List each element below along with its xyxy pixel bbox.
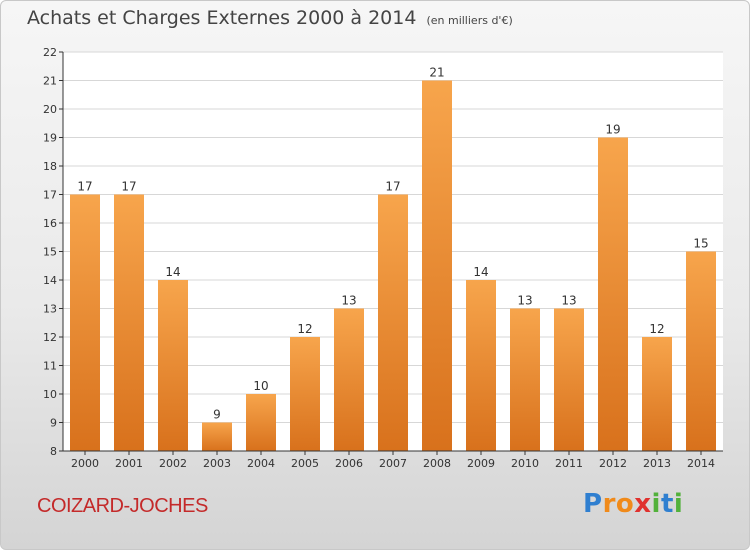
y-tick-label: 22 <box>43 46 57 59</box>
data-label: 13 <box>341 294 356 308</box>
data-label: 14 <box>165 265 180 279</box>
x-tick-label: 2013 <box>643 457 671 470</box>
y-tick-label: 19 <box>43 132 57 145</box>
chart-title-text: Achats et Charges Externes 2000 à 2014 <box>27 7 417 29</box>
bar <box>422 80 452 451</box>
bar <box>202 422 232 451</box>
x-tick-label: 2012 <box>599 457 627 470</box>
y-tick-label: 11 <box>43 360 57 373</box>
logo-letter: o <box>615 489 635 519</box>
x-tick-label: 2002 <box>159 457 187 470</box>
x-tick-label: 2003 <box>203 457 231 470</box>
bar <box>510 308 540 451</box>
y-tick-label: 21 <box>43 75 57 88</box>
y-tick-label: 20 <box>43 103 57 116</box>
bar <box>158 280 188 451</box>
x-tick-label: 2014 <box>687 457 715 470</box>
y-tick-label: 15 <box>43 246 57 259</box>
y-tick-label: 16 <box>43 217 57 230</box>
y-tick-label: 8 <box>50 445 57 458</box>
data-label: 15 <box>693 237 708 251</box>
bar <box>554 308 584 451</box>
proxiti-logo: Proxiti <box>583 489 683 519</box>
logo-letter: i <box>651 489 661 519</box>
bar <box>378 194 408 451</box>
chart-title: Achats et Charges Externes 2000 à 2014 (e… <box>27 7 513 29</box>
data-label: 21 <box>429 66 444 80</box>
logo-letter: t <box>660 489 674 519</box>
x-tick-label: 2000 <box>71 457 99 470</box>
x-tick-label: 2001 <box>115 457 143 470</box>
y-tick-label: 13 <box>43 303 57 316</box>
bar <box>290 337 320 451</box>
bar <box>334 308 364 451</box>
x-tick-label: 2005 <box>291 457 319 470</box>
y-tick-label: 12 <box>43 331 57 344</box>
bar <box>642 337 672 451</box>
y-tick-label: 9 <box>50 417 57 430</box>
logo-letter: x <box>634 489 652 519</box>
data-label: 13 <box>561 294 576 308</box>
data-label: 13 <box>517 294 532 308</box>
data-label: 12 <box>297 322 312 336</box>
data-label: 12 <box>649 322 664 336</box>
y-tick-label: 17 <box>43 189 57 202</box>
x-tick-label: 2009 <box>467 457 495 470</box>
x-tick-label: 2004 <box>247 457 275 470</box>
bar <box>246 394 276 451</box>
x-tick-label: 2008 <box>423 457 451 470</box>
x-tick-label: 2006 <box>335 457 363 470</box>
data-label: 19 <box>605 123 620 137</box>
bar <box>466 280 496 451</box>
data-label: 9 <box>213 408 221 422</box>
x-tick-label: 2011 <box>555 457 583 470</box>
data-label: 17 <box>121 180 136 194</box>
data-label: 17 <box>385 180 400 194</box>
y-tick-label: 14 <box>43 274 57 287</box>
data-label: 17 <box>77 180 92 194</box>
logo-letter: P <box>583 489 603 519</box>
data-label: 10 <box>253 379 268 393</box>
bar <box>70 194 100 451</box>
bar <box>686 251 716 451</box>
data-label: 14 <box>473 265 488 279</box>
bar <box>114 194 144 451</box>
y-tick-label: 18 <box>43 160 57 173</box>
bar <box>598 137 628 451</box>
x-tick-label: 2007 <box>379 457 407 470</box>
place-name: COIZARD-JOCHES <box>37 495 208 517</box>
logo-letter: r <box>602 489 616 519</box>
y-tick-label: 10 <box>43 388 57 401</box>
logo-letter: i <box>673 489 684 519</box>
x-tick-label: 2010 <box>511 457 539 470</box>
chart-unit: (en milliers d'€) <box>426 14 513 27</box>
